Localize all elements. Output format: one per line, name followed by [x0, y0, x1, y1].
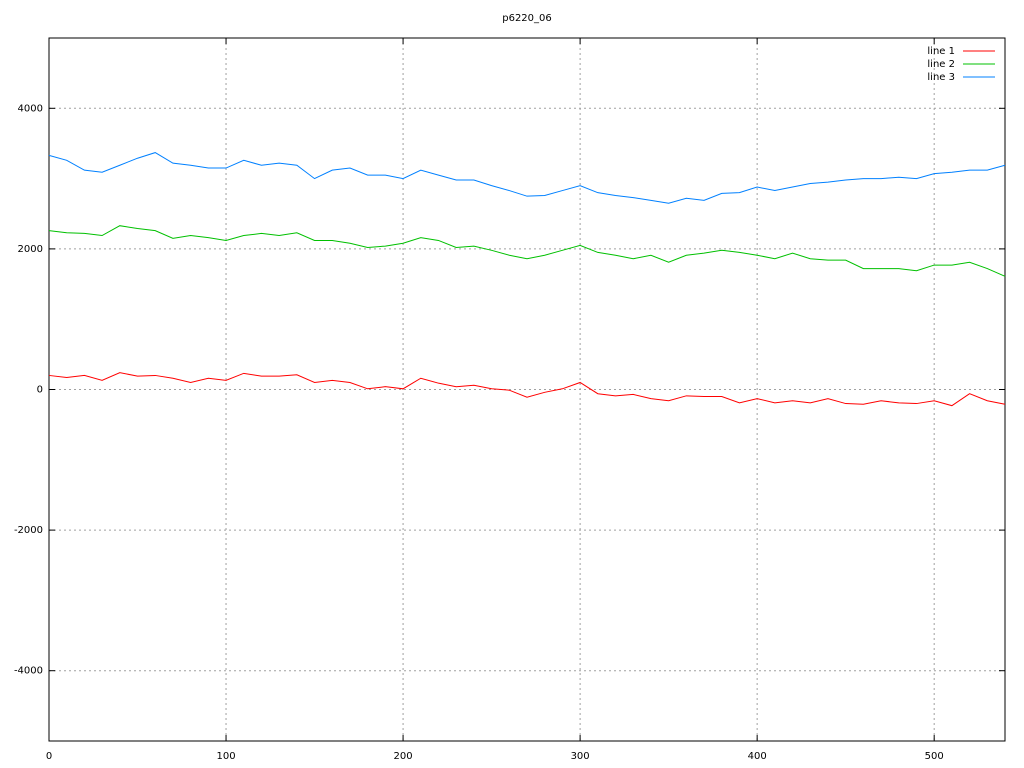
plot-border [48, 37, 1006, 742]
chart-title: p6220_06 [502, 13, 552, 24]
x-tick-label: 300 [571, 751, 590, 762]
y-tick-label: 4000 [18, 103, 43, 114]
data-line [48, 152, 1006, 204]
y-tick-label: 0 [37, 385, 43, 396]
x-tick-label: 0 [46, 751, 52, 762]
legend-label: line 2 [927, 59, 955, 70]
x-tick-label: 100 [216, 751, 235, 762]
data-line [48, 372, 1006, 407]
data-line [48, 225, 1006, 277]
y-tick-label: -2000 [14, 525, 43, 536]
legend-label: line 1 [927, 46, 955, 57]
x-tick-label: 200 [394, 751, 413, 762]
y-tick-label: 2000 [18, 244, 43, 255]
y-tick-label: -4000 [14, 666, 43, 677]
x-tick-label: 400 [748, 751, 767, 762]
x-tick-label: 500 [925, 751, 944, 762]
legend-label: line 3 [927, 72, 955, 83]
